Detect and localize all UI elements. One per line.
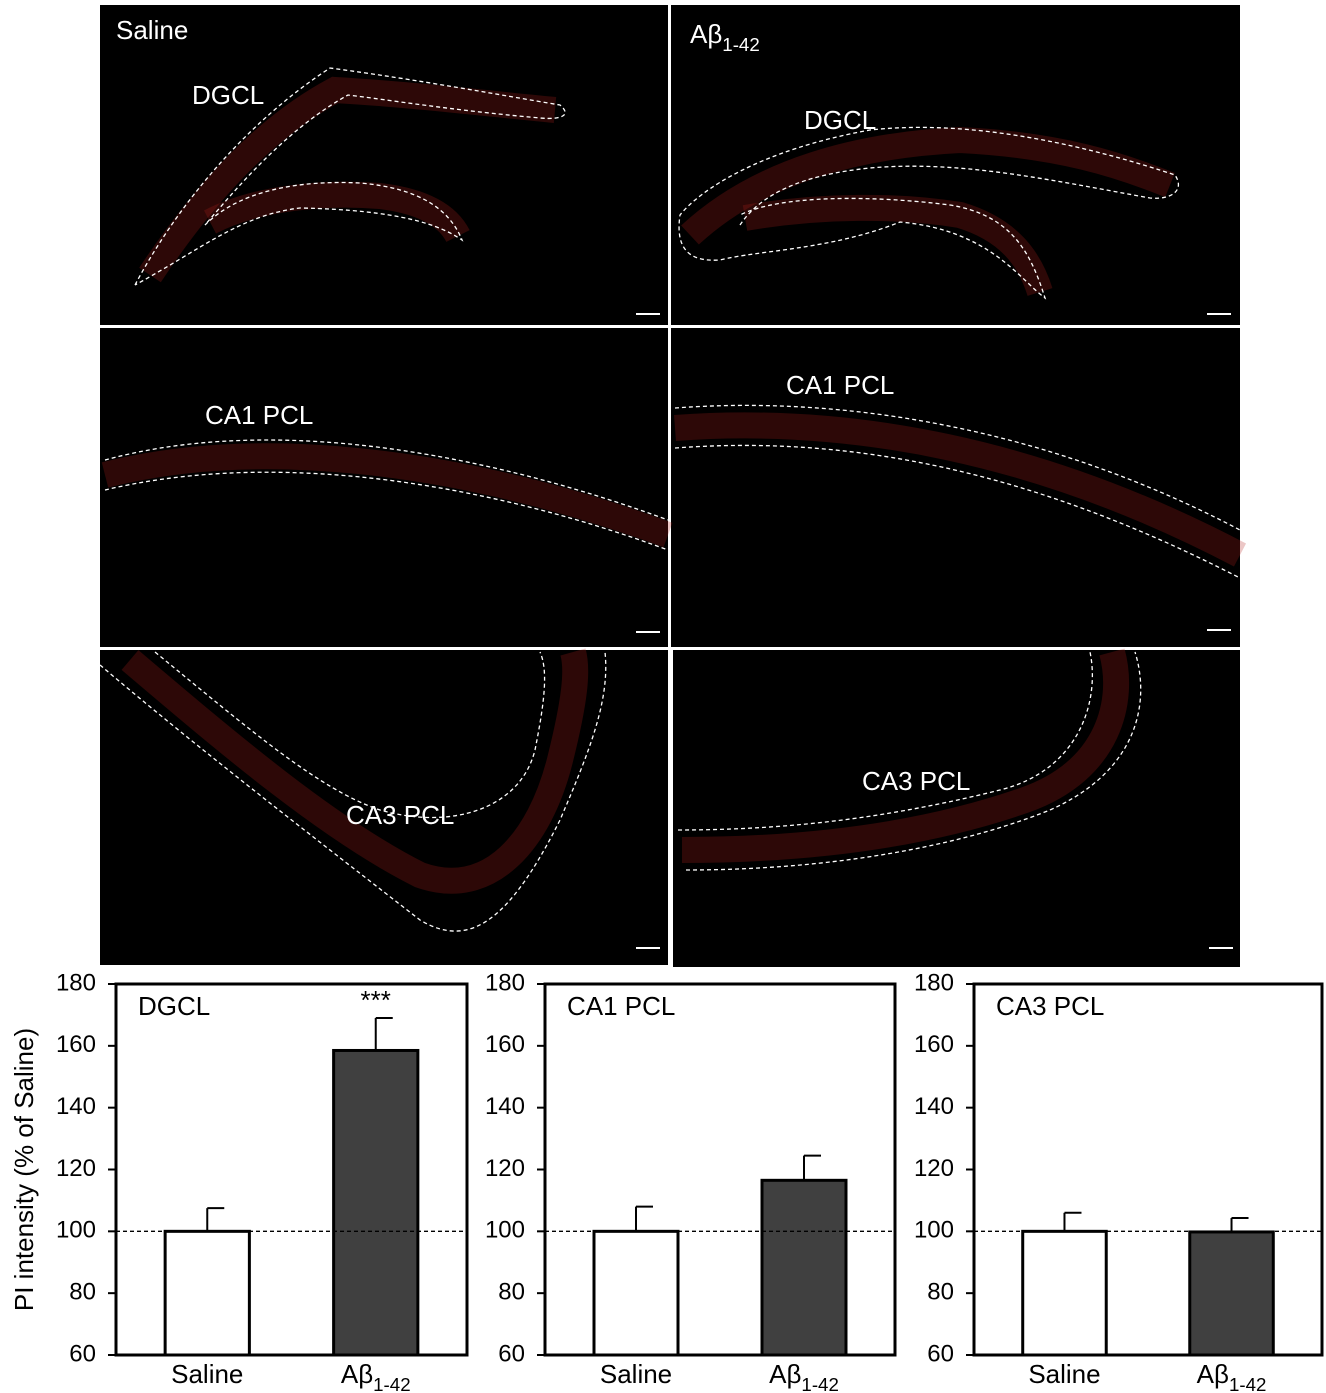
y-tick-label: 60 [498, 1340, 525, 1367]
bar [592, 1229, 680, 1357]
bar [1021, 1229, 1108, 1357]
y-tick-label: 140 [914, 1093, 954, 1120]
region-label: DGCL [192, 80, 264, 110]
x-tick-label: Saline [1028, 1359, 1100, 1389]
y-tick-label: 120 [485, 1155, 525, 1182]
condition-label: Saline [116, 15, 188, 45]
significance: *** [361, 985, 391, 1015]
y-tick-label: 120 [914, 1155, 954, 1182]
y-tick-label: 160 [485, 1031, 525, 1058]
y-tick-label: 140 [485, 1093, 525, 1120]
x-tick-label: Aβ1-42 [1197, 1359, 1267, 1393]
y-tick-label: 100 [56, 1217, 96, 1244]
chart-title: CA3 PCL [996, 991, 1104, 1021]
plot-frame [972, 982, 1324, 1357]
y-tick-label: 60 [69, 1340, 96, 1367]
region-label: CA1 PCL [786, 370, 894, 400]
panel [673, 650, 1240, 967]
region-label: CA1 PCL [205, 400, 313, 430]
scale-bars [636, 313, 1233, 949]
y-tick-label: 80 [69, 1279, 96, 1306]
y-tick-label: 100 [485, 1217, 525, 1244]
x-tick-label: Saline [171, 1359, 243, 1389]
y-tick-label: 60 [927, 1340, 954, 1367]
panel [100, 650, 668, 965]
cell-layer-glow [101, 76, 1247, 894]
bar [1188, 1230, 1275, 1357]
chart-title: CA1 PCL [567, 991, 675, 1021]
region-label: DGCL [804, 105, 876, 135]
micrographs: Saline Aβ1-42 DGCL DGCL CA1 PCL CA1 PCL … [99, 5, 1247, 967]
panel [671, 328, 1240, 647]
region-label: CA3 PCL [346, 800, 454, 830]
y-tick-label: 180 [56, 969, 96, 996]
chart-title: DGCL [138, 991, 210, 1021]
y-axis-label: PI intensity (% of Saline) [9, 1028, 39, 1311]
y-tick-label: 140 [56, 1093, 96, 1120]
x-tick-label: Aβ1-42 [341, 1359, 411, 1393]
panel [100, 5, 668, 325]
bar [163, 1229, 251, 1357]
panel [100, 328, 668, 647]
y-tick-label: 160 [914, 1031, 954, 1058]
y-tick-label: 100 [914, 1217, 954, 1244]
plot-frame [114, 982, 469, 1357]
region-label: CA3 PCL [862, 766, 970, 796]
y-tick-label: 80 [498, 1279, 525, 1306]
x-tick-label: Aβ1-42 [769, 1359, 839, 1393]
y-tick-label: 180 [485, 969, 525, 996]
y-tick-label: 160 [56, 1031, 96, 1058]
x-tick-label: Saline [600, 1359, 672, 1389]
bar [760, 1178, 848, 1357]
region-outlines [99, 67, 1241, 932]
plot-frame [543, 982, 897, 1357]
bar [332, 1048, 420, 1357]
y-tick-label: 80 [927, 1279, 954, 1306]
y-tick-label: 120 [56, 1155, 96, 1182]
y-tick-label: 180 [914, 969, 954, 996]
